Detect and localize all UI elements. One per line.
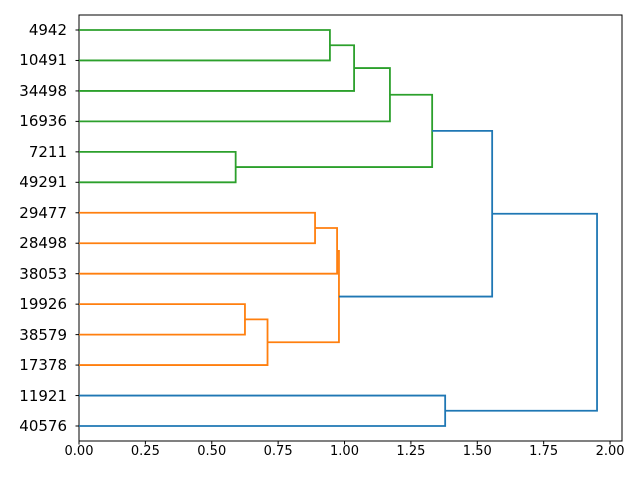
x-tick-label-0.25: 0.25 [130,444,160,459]
dendrogram-link-green [79,44,355,92]
x-tick-label-0.75: 0.75 [263,444,293,459]
dendrogram-link-green [79,29,331,62]
dendrogram-link-orange [79,227,338,275]
x-tick-label-1.75: 1.75 [529,444,559,459]
x-tick-label-1.00: 1.00 [330,444,359,459]
leaf-label-49291: 49291 [19,173,67,192]
dendrogram-link-blue [445,212,598,412]
leaf-label-38053: 38053 [19,264,67,283]
x-tick-label-1.50: 1.50 [462,444,492,459]
leaf-label-17378: 17378 [19,356,67,375]
dendrogram-link-blue [338,130,494,298]
x-tick-label-2.00: 2.00 [595,444,625,459]
leaf-label-10491: 10491 [19,51,67,70]
dendrogram-link-green [235,93,434,168]
leaf-label-11921: 11921 [19,386,67,405]
x-tick-label-0.00: 0.00 [64,444,94,459]
dendrogram-link-green [79,67,391,123]
dendrogram-link-orange [79,318,269,366]
leaf-label-34498: 34498 [19,81,67,100]
leaf-label-19926: 19926 [19,295,67,314]
dendrogram-link-blue [79,394,447,427]
dendrogram-link-orange [267,249,340,344]
dendrogram-link-orange [79,303,246,336]
leaf-label-38579: 38579 [19,325,67,344]
axes-spines [78,14,623,442]
dendrogram-link-green [79,150,237,184]
leaf-label-7211: 7211 [28,142,67,161]
leaf-label-29477: 29477 [19,203,67,222]
x-tick-label-1.25: 1.25 [396,444,426,459]
dendrogram-link-orange [79,211,316,245]
leaf-label-4942: 4942 [28,21,67,39]
leaf-label-40576: 40576 [19,417,67,435]
leaf-label-16936: 16936 [19,112,67,131]
leaf-label-28498: 28498 [19,234,67,253]
x-tick-label-0.50: 0.50 [197,444,227,459]
